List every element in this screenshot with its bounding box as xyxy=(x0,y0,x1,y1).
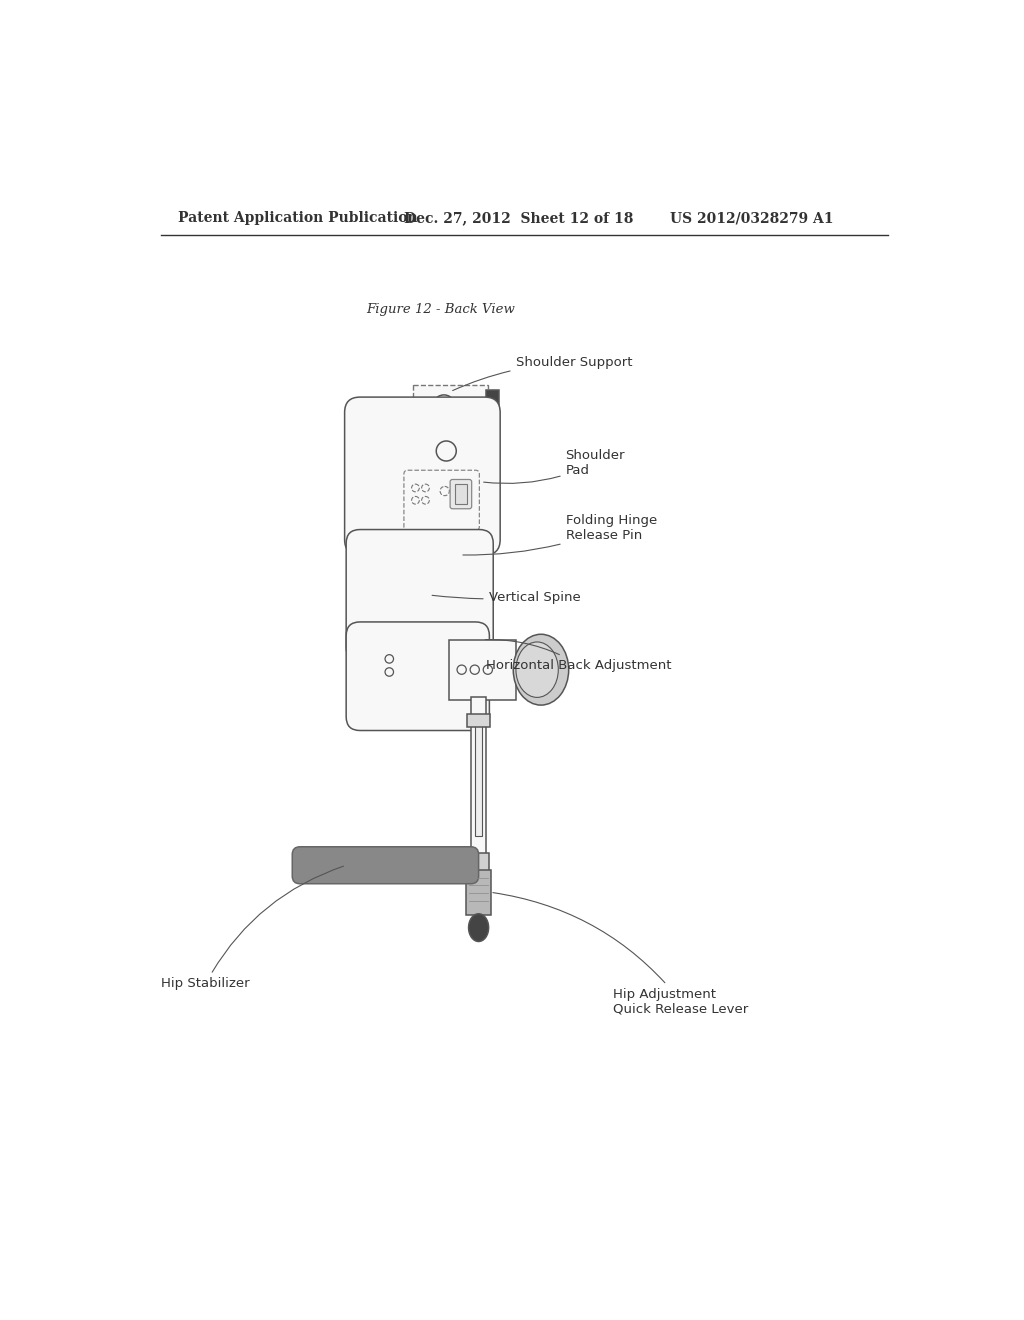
Bar xyxy=(471,697,486,867)
FancyBboxPatch shape xyxy=(413,385,487,424)
Bar xyxy=(485,391,500,420)
Ellipse shape xyxy=(513,635,568,705)
Text: Patent Application Publication: Patent Application Publication xyxy=(178,211,418,226)
Text: Dec. 27, 2012  Sheet 12 of 18: Dec. 27, 2012 Sheet 12 of 18 xyxy=(403,211,633,226)
FancyBboxPatch shape xyxy=(403,470,479,531)
Circle shape xyxy=(385,668,393,676)
Text: Hip Adjustment
Quick Release Lever: Hip Adjustment Quick Release Lever xyxy=(493,892,749,1015)
FancyBboxPatch shape xyxy=(449,640,516,700)
FancyBboxPatch shape xyxy=(345,397,500,554)
Text: Shoulder
Pad: Shoulder Pad xyxy=(483,449,625,483)
Circle shape xyxy=(422,484,429,492)
Circle shape xyxy=(387,565,395,574)
Ellipse shape xyxy=(435,395,453,408)
Circle shape xyxy=(470,665,479,675)
FancyBboxPatch shape xyxy=(451,479,472,508)
Circle shape xyxy=(412,496,419,504)
Text: Folding Hinge
Release Pin: Folding Hinge Release Pin xyxy=(463,513,656,554)
Text: Figure 12 - Back View: Figure 12 - Back View xyxy=(367,302,515,315)
Circle shape xyxy=(385,655,393,663)
Circle shape xyxy=(440,487,450,496)
Text: Shoulder Support: Shoulder Support xyxy=(453,356,632,391)
Circle shape xyxy=(422,496,429,504)
FancyBboxPatch shape xyxy=(466,870,490,915)
Circle shape xyxy=(436,441,457,461)
Ellipse shape xyxy=(469,913,488,941)
Circle shape xyxy=(457,665,466,675)
Circle shape xyxy=(387,552,395,561)
FancyBboxPatch shape xyxy=(346,529,494,661)
Text: Vertical Spine: Vertical Spine xyxy=(432,591,581,603)
FancyBboxPatch shape xyxy=(455,484,467,504)
Text: Hip Stabilizer: Hip Stabilizer xyxy=(162,866,343,990)
Bar xyxy=(467,714,490,726)
Text: Horizontal Back Adjustment: Horizontal Back Adjustment xyxy=(485,640,672,672)
Circle shape xyxy=(483,665,493,675)
FancyBboxPatch shape xyxy=(292,847,478,884)
Text: US 2012/0328279 A1: US 2012/0328279 A1 xyxy=(670,211,834,226)
Circle shape xyxy=(412,484,419,492)
FancyBboxPatch shape xyxy=(346,622,489,730)
Ellipse shape xyxy=(516,642,558,697)
Bar xyxy=(468,853,489,875)
Bar xyxy=(475,721,482,836)
